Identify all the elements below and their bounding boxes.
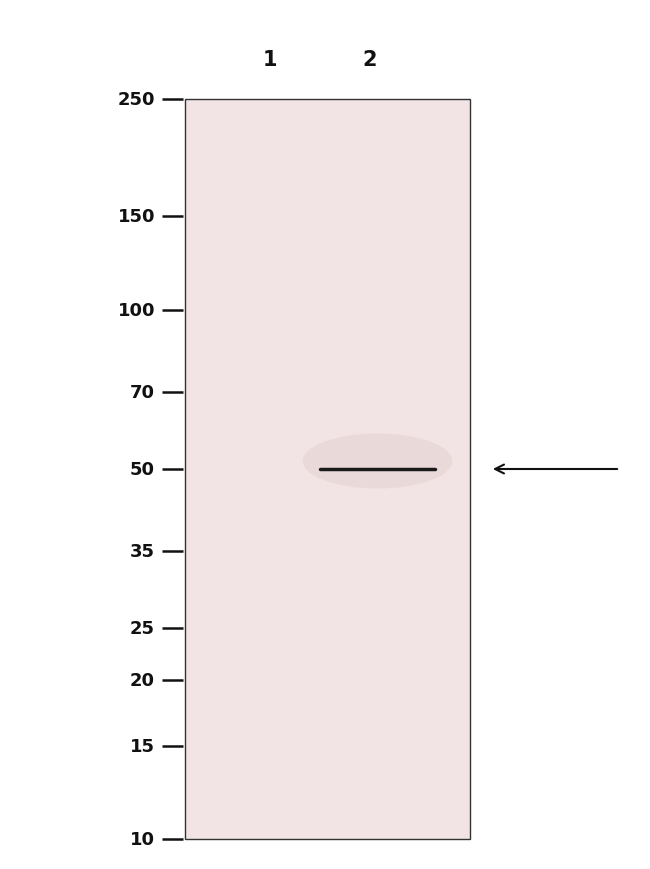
Text: 35: 35 xyxy=(130,542,155,561)
Ellipse shape xyxy=(303,434,452,489)
Text: 150: 150 xyxy=(118,209,155,226)
Text: 50: 50 xyxy=(130,461,155,479)
Text: 250: 250 xyxy=(118,91,155,109)
Text: 2: 2 xyxy=(363,50,377,70)
Text: 100: 100 xyxy=(118,302,155,319)
Text: 20: 20 xyxy=(130,671,155,689)
Text: 70: 70 xyxy=(130,383,155,401)
Bar xyxy=(185,100,470,839)
Text: 15: 15 xyxy=(130,737,155,755)
Text: 10: 10 xyxy=(130,830,155,848)
Text: 25: 25 xyxy=(130,620,155,638)
Text: 1: 1 xyxy=(263,50,278,70)
